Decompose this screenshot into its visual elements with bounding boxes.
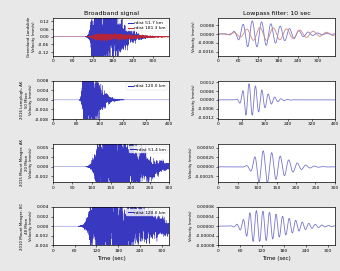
Y-axis label: Velocity (mm/s): Velocity (mm/s) [192,85,196,115]
Title: Lowpass filter: 10 sec: Lowpass filter: 10 sec [243,11,310,16]
Y-axis label: Velocity (mm/s): Velocity (mm/s) [189,148,193,178]
X-axis label: Time (sec): Time (sec) [262,256,291,260]
Y-axis label: 2015 Mount Meager, AK
20 Mton
Velocity (mm/s): 2015 Mount Meager, AK 20 Mton Velocity (… [20,140,33,186]
Legend: rdist 120.0 km: rdist 120.0 km [126,83,167,90]
Legend: rdist 51.4 km: rdist 51.4 km [129,146,167,153]
Y-axis label: 2016 Lamplugh, AK
50 Mton
Velocity (mm/s): 2016 Lamplugh, AK 50 Mton Velocity (mm/s… [20,81,33,119]
Y-axis label: Velocity (mm/s): Velocity (mm/s) [189,211,193,241]
X-axis label: Time (sec): Time (sec) [97,256,125,260]
Y-axis label: Velocity (mm/s): Velocity (mm/s) [192,21,196,52]
Legend: rdist 120.0 km: rdist 120.0 km [126,209,167,216]
Legend: rdist 51.7 km, rdist 181.3 km: rdist 51.7 km, rdist 181.3 km [126,20,167,31]
Y-axis label: 2010 Mount Meager, BC
48 Mton
Velocity (mm/s): 2010 Mount Meager, BC 48 Mton Velocity (… [20,202,33,250]
Title: Broadband signal: Broadband signal [84,11,138,16]
Y-axis label: Greenland Landslide
Velocity (mm/s): Greenland Landslide Velocity (mm/s) [27,17,36,57]
